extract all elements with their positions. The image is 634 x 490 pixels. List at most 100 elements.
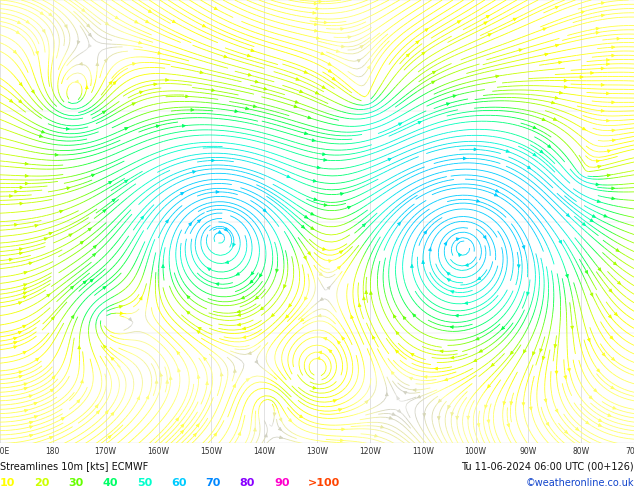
- FancyArrowPatch shape: [247, 54, 250, 57]
- FancyArrowPatch shape: [448, 279, 450, 281]
- FancyArrowPatch shape: [543, 28, 546, 30]
- Text: 20: 20: [34, 478, 49, 488]
- FancyArrowPatch shape: [44, 238, 47, 240]
- FancyArrowPatch shape: [251, 49, 254, 51]
- FancyArrowPatch shape: [183, 124, 185, 127]
- Text: 170E: 170E: [0, 447, 10, 456]
- FancyArrowPatch shape: [524, 350, 526, 353]
- FancyArrowPatch shape: [169, 377, 172, 380]
- FancyArrowPatch shape: [363, 224, 365, 227]
- FancyArrowPatch shape: [339, 251, 342, 253]
- FancyArrowPatch shape: [15, 190, 18, 193]
- Text: 90W: 90W: [520, 447, 537, 456]
- FancyArrowPatch shape: [49, 232, 52, 235]
- FancyArrowPatch shape: [311, 227, 314, 229]
- FancyArrowPatch shape: [29, 262, 32, 265]
- Text: 140W: 140W: [253, 447, 275, 456]
- FancyArrowPatch shape: [457, 21, 460, 24]
- FancyArrowPatch shape: [19, 375, 22, 378]
- FancyArrowPatch shape: [300, 415, 302, 417]
- FancyArrowPatch shape: [598, 165, 601, 168]
- FancyArrowPatch shape: [112, 199, 115, 202]
- Text: 40: 40: [103, 478, 118, 488]
- FancyArrowPatch shape: [49, 437, 53, 439]
- FancyArrowPatch shape: [189, 222, 191, 226]
- FancyArrowPatch shape: [218, 231, 221, 233]
- FancyArrowPatch shape: [132, 103, 135, 105]
- FancyArrowPatch shape: [313, 11, 316, 14]
- FancyArrowPatch shape: [590, 219, 593, 221]
- FancyArrowPatch shape: [456, 416, 458, 419]
- FancyArrowPatch shape: [307, 252, 311, 255]
- FancyArrowPatch shape: [60, 210, 63, 213]
- FancyArrowPatch shape: [301, 225, 304, 228]
- FancyArrowPatch shape: [423, 414, 425, 416]
- FancyArrowPatch shape: [36, 358, 39, 361]
- FancyArrowPatch shape: [592, 215, 595, 217]
- FancyArrowPatch shape: [30, 434, 32, 437]
- FancyArrowPatch shape: [237, 310, 240, 313]
- FancyArrowPatch shape: [18, 331, 22, 334]
- FancyArrowPatch shape: [510, 402, 513, 405]
- FancyArrowPatch shape: [555, 409, 558, 412]
- FancyArrowPatch shape: [413, 314, 416, 317]
- FancyArrowPatch shape: [191, 108, 194, 111]
- FancyArrowPatch shape: [314, 2, 317, 5]
- FancyArrowPatch shape: [411, 265, 413, 268]
- FancyArrowPatch shape: [339, 409, 342, 411]
- FancyArrowPatch shape: [533, 126, 536, 129]
- FancyArrowPatch shape: [580, 75, 583, 78]
- FancyArrowPatch shape: [36, 51, 39, 54]
- FancyArrowPatch shape: [324, 21, 327, 24]
- FancyArrowPatch shape: [320, 298, 323, 300]
- FancyArrowPatch shape: [552, 101, 555, 104]
- FancyArrowPatch shape: [607, 63, 609, 66]
- FancyArrowPatch shape: [389, 416, 392, 419]
- FancyArrowPatch shape: [181, 424, 184, 427]
- FancyArrowPatch shape: [88, 33, 91, 36]
- Text: 50: 50: [137, 478, 152, 488]
- FancyArrowPatch shape: [450, 326, 453, 328]
- FancyArrowPatch shape: [596, 160, 599, 163]
- FancyArrowPatch shape: [69, 234, 72, 237]
- FancyArrowPatch shape: [527, 166, 531, 169]
- FancyArrowPatch shape: [255, 360, 258, 364]
- FancyArrowPatch shape: [422, 52, 425, 55]
- FancyArrowPatch shape: [197, 424, 199, 427]
- FancyArrowPatch shape: [391, 371, 394, 374]
- FancyArrowPatch shape: [146, 20, 149, 23]
- FancyArrowPatch shape: [332, 77, 335, 80]
- FancyArrowPatch shape: [348, 36, 351, 39]
- FancyArrowPatch shape: [320, 273, 322, 275]
- Text: 80W: 80W: [573, 447, 590, 456]
- FancyArrowPatch shape: [317, 357, 320, 360]
- Text: 30: 30: [68, 478, 84, 488]
- FancyArrowPatch shape: [289, 304, 292, 307]
- FancyArrowPatch shape: [367, 66, 370, 69]
- Text: 170W: 170W: [94, 447, 117, 456]
- FancyArrowPatch shape: [23, 292, 27, 294]
- FancyArrowPatch shape: [26, 21, 29, 23]
- FancyArrowPatch shape: [477, 423, 480, 426]
- FancyArrowPatch shape: [612, 358, 614, 360]
- FancyArrowPatch shape: [612, 129, 615, 132]
- FancyArrowPatch shape: [559, 91, 562, 94]
- FancyArrowPatch shape: [20, 248, 22, 250]
- FancyArrowPatch shape: [340, 439, 344, 442]
- FancyArrowPatch shape: [601, 1, 604, 4]
- FancyArrowPatch shape: [435, 367, 437, 370]
- FancyArrowPatch shape: [166, 380, 169, 383]
- FancyArrowPatch shape: [495, 190, 498, 192]
- FancyArrowPatch shape: [82, 9, 85, 12]
- FancyArrowPatch shape: [554, 344, 557, 347]
- FancyArrowPatch shape: [155, 380, 158, 383]
- FancyArrowPatch shape: [590, 293, 593, 296]
- FancyArrowPatch shape: [51, 317, 54, 320]
- FancyArrowPatch shape: [607, 119, 609, 122]
- FancyArrowPatch shape: [187, 311, 190, 314]
- FancyArrowPatch shape: [259, 274, 262, 277]
- FancyArrowPatch shape: [10, 99, 13, 102]
- FancyArrowPatch shape: [67, 127, 69, 130]
- FancyArrowPatch shape: [424, 231, 427, 234]
- FancyArrowPatch shape: [77, 400, 80, 403]
